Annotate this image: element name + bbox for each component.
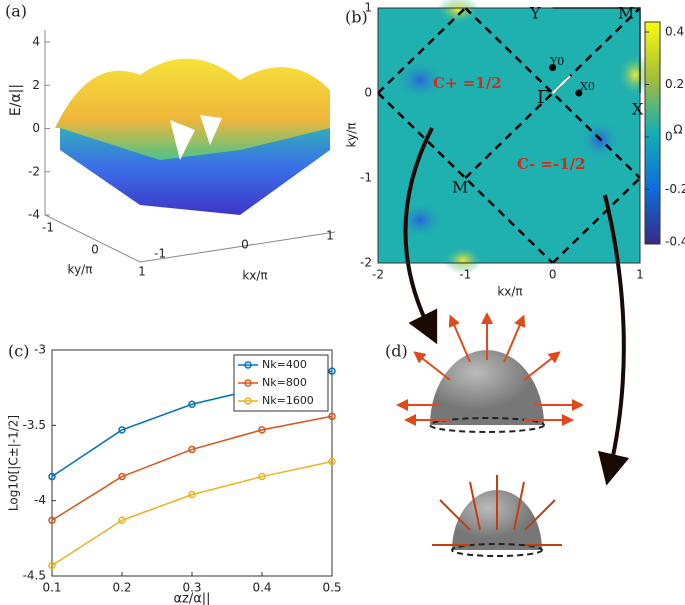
- marker: [48, 472, 56, 481]
- link-arrow: [598, 194, 630, 486]
- x-tick-label: 1: [636, 268, 644, 282]
- x-tick-label: 0.3: [182, 581, 201, 595]
- annotation: Y0: [549, 55, 564, 68]
- x-tick-label: 0: [241, 238, 249, 252]
- frame: [377, 7, 641, 264]
- z-tick-label: 4: [32, 35, 40, 49]
- marker: [328, 457, 336, 466]
- marker: [258, 472, 266, 481]
- marker: [258, 426, 266, 434]
- panel-label: (c): [8, 342, 29, 361]
- annotation: Y: [529, 4, 541, 23]
- x-tick-label: 0.5: [322, 581, 341, 595]
- y-axis-label: ky/π: [345, 123, 359, 148]
- annotation: M: [618, 4, 634, 23]
- x-tick-label: -1: [154, 247, 166, 261]
- panel-b: [378, 0, 661, 274]
- y-tick-label: -1: [42, 221, 54, 235]
- bz-boundary: [377, 7, 467, 94]
- y-tick-label: -4.5: [23, 569, 46, 583]
- y-tick-label: -3: [34, 343, 46, 357]
- surface-gap: [170, 115, 222, 160]
- z-tick-label: 2: [32, 78, 40, 92]
- hemisphere-top: [396, 312, 584, 433]
- axis-frame: [44, 30, 336, 263]
- z-tick-label: -4: [28, 208, 40, 222]
- x-tick-label: 0.4: [252, 581, 271, 595]
- panel-label: (b): [345, 8, 368, 27]
- y-axis-label: Log10[|C±|-1/2]: [7, 415, 21, 511]
- marker: [118, 472, 126, 481]
- y-tick-label: -3.5: [23, 418, 46, 432]
- k-point: [549, 64, 557, 71]
- y-tick-label: -1: [360, 171, 372, 185]
- colorbar-tick-label: -0.4: [665, 235, 685, 249]
- x-tick-label: -1: [459, 268, 471, 282]
- y-tick-label: -4: [34, 493, 46, 507]
- bz-boundary: [464, 7, 641, 179]
- k-point: [575, 89, 583, 97]
- colorbar: [644, 21, 661, 245]
- annotation: C+ =1/2: [433, 74, 502, 92]
- colorbar-tick-label: 0: [665, 130, 673, 144]
- marker: [118, 426, 126, 434]
- x-tick-label: -2: [372, 268, 384, 282]
- legend-marker: [244, 379, 252, 387]
- z-axis-label: E/α||: [8, 84, 24, 116]
- annotation: C- =-1/2: [517, 155, 586, 173]
- z-tick-label: -2: [28, 164, 40, 178]
- x-axis-label: αz/α||: [173, 592, 210, 605]
- link-arrow: [403, 127, 438, 345]
- colorbar-label: Ω: [673, 123, 682, 137]
- dashed-lines: [377, 7, 641, 264]
- annotation: X0: [580, 80, 595, 93]
- colorbar-tick-label: 0.2: [665, 77, 684, 91]
- y-tick-label: 0: [364, 86, 372, 100]
- hemisphere-bottom: [432, 475, 562, 557]
- legend-marker: [244, 361, 252, 369]
- path-seg: [551, 75, 571, 94]
- z-tick-label: 0: [32, 121, 40, 135]
- colorbar-tick-label: -0.2: [665, 182, 685, 196]
- x-tick-label: 0: [549, 268, 557, 282]
- surface-upper: [55, 58, 330, 160]
- legend-label: Nk=800: [262, 376, 307, 389]
- colorbar-tick-label: 0.4: [665, 25, 684, 39]
- marker: [48, 561, 56, 570]
- bz-boundary: [464, 7, 641, 179]
- y-tick-label: 0: [91, 243, 99, 257]
- legend-marker: [244, 397, 252, 405]
- marker: [188, 400, 196, 408]
- panel-label: (a): [5, 2, 27, 21]
- series-line: [51, 460, 333, 567]
- marker: [118, 516, 126, 525]
- y-axis-label: ky/π: [68, 263, 93, 277]
- annotation: X: [632, 100, 644, 119]
- panel-a: [44, 30, 336, 263]
- legend-label: Nk=400: [262, 358, 307, 371]
- panel-label: (d): [385, 342, 408, 361]
- y-tick-label: 1: [138, 265, 146, 279]
- x-axis-label: kx/π: [242, 269, 267, 283]
- annotation: M: [452, 178, 468, 197]
- series-line: [51, 415, 333, 521]
- marker: [188, 445, 196, 454]
- bz-boundary: [551, 177, 641, 264]
- annotation: Γ: [537, 87, 550, 108]
- marker: [188, 490, 196, 499]
- legend-label: Nk=1600: [262, 394, 314, 407]
- y-tick-label: 1: [364, 1, 372, 15]
- marker: [328, 412, 336, 421]
- x-tick-label: 1: [326, 229, 334, 243]
- panel-d: [396, 127, 630, 557]
- x-axis-label: kx/π: [497, 285, 522, 299]
- y-tick-label: -2: [360, 256, 372, 270]
- marker: [48, 516, 56, 525]
- x-tick-label: 0.2: [112, 581, 131, 595]
- x-tick-label: 0.1: [42, 581, 61, 595]
- bz-boundary: [377, 92, 554, 264]
- marker: [328, 367, 336, 375]
